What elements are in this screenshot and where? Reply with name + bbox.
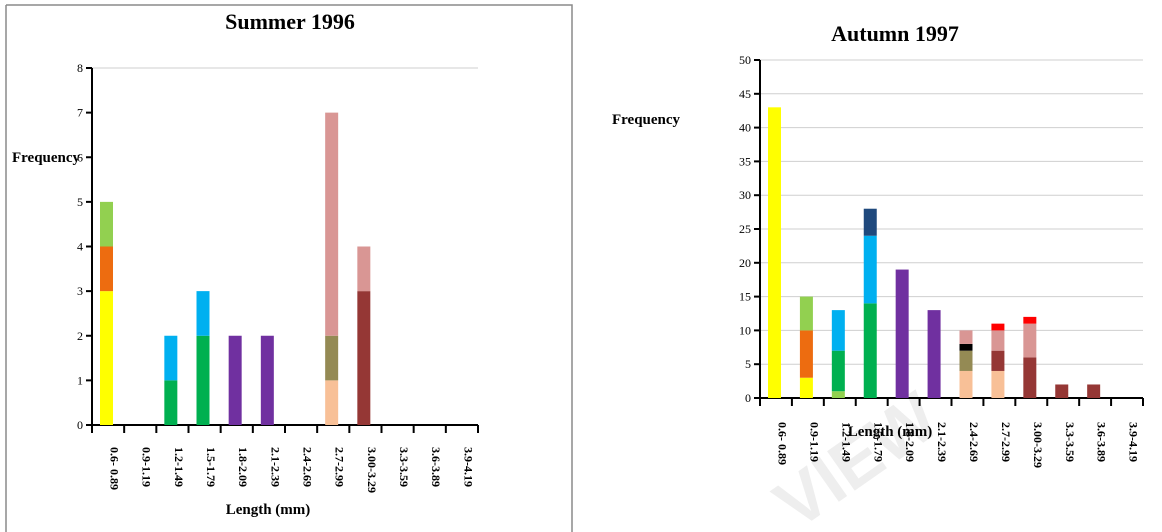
x-category-label: 2.4-2.69 [301,447,315,487]
bar-segment [228,335,242,425]
x-category-label: 0.9-1.19 [807,422,821,462]
y-axis-label: Frequency [612,112,681,128]
x-category-label: 1.8-2.09 [236,447,250,487]
y-tick-label: 15 [739,290,751,304]
y-tick-label: 6 [77,150,83,164]
y-tick-label: 10 [739,323,751,337]
x-category-label: 3.00-3.29 [1031,422,1045,468]
x-category-label: 3.9-4.19 [461,447,475,487]
bar-segment [357,246,371,292]
y-tick-label: 0 [77,418,83,432]
y-tick-label: 5 [77,195,83,209]
bar-segment [799,296,813,331]
y-tick-label: 50 [739,53,751,67]
y-tick-label: 30 [739,188,751,202]
bar-segment [325,335,339,381]
y-tick-label: 8 [77,61,83,75]
x-category-label: 1.5-1.79 [204,447,218,487]
x-category-label: 3.6-3.89 [1095,422,1109,462]
x-category-label: 2.1-2.39 [268,447,282,487]
bar-segment [357,291,371,425]
bar-segment [991,350,1005,371]
chart-autumn-1997: Autumn 1997 Frequency Length (mm) 0 5 10 15… [612,21,1144,468]
x-category-label: 2.7-2.99 [333,447,347,487]
x-category-label: 0.9-1.19 [140,447,154,487]
plot-area: 0 1 2 3 4 5 6 7 8 0.6- 0.89 0.9-1.19 1.2-1.49 1.5-1.… [77,61,479,493]
chart-frame [5,4,573,532]
bar-segment [895,269,909,398]
y-axis-label: Frequency [12,150,81,166]
bar-segment [1087,384,1101,398]
bar-segment [100,291,113,425]
bar-segment [325,112,339,336]
y-tick-label: 0 [745,391,751,405]
bar-segment [863,303,877,398]
bar-segment [831,310,845,351]
x-category-label: 1.8-2.09 [903,422,917,462]
bar-segment [196,291,210,336]
x-category-label: 0.6- 0.89 [776,422,790,465]
y-tick-label: 40 [739,121,751,135]
y-tick-label: 25 [739,222,751,236]
bar-segment [1023,357,1037,398]
bar-segment [959,343,973,351]
bar-segment [991,370,1005,398]
chart-title: Autumn 1997 [831,21,959,46]
x-category-label: 1.2-1.49 [839,422,853,462]
bar-segment [164,380,178,425]
x-category-label: 2.1-2.39 [935,422,949,462]
y-tick-label: 2 [77,329,83,343]
y-tick-label: 45 [739,87,751,101]
bar-segment [991,323,1005,331]
x-category-label: 3.00-3.29 [365,447,379,493]
bar-segment [863,208,877,236]
x-category-label: 2.4-2.69 [967,422,981,462]
y-tick-label: 3 [77,284,83,298]
bar-segment [260,335,274,425]
bar-segment [959,370,973,398]
bar-segment [959,350,973,371]
chart-summer-1996: Summer 1996 Frequency Length (mm) 0 1 2 3 4 5… [5,4,573,532]
bar-segment [1023,316,1037,324]
x-category-label: 2.7-2.99 [999,422,1013,462]
x-category-label: 3.6-3.89 [429,447,443,487]
x-category-label: 3.9-4.19 [1127,422,1141,462]
x-axis-label: Length (mm) [226,502,311,518]
x-category-label: 0.6- 0.89 [108,447,122,490]
bar-segment [325,380,339,425]
bar-segment [863,235,877,304]
x-axis-label: Length (mm) [848,424,933,440]
x-category-label: 1.5-1.79 [871,422,885,462]
y-tick-label: 1 [77,373,83,387]
bar-segment [1023,323,1037,358]
chart-title: Summer 1996 [225,9,355,34]
bar-segment [991,330,1005,351]
bar-segment [831,350,845,392]
bar-segment [100,201,113,247]
y-tick-label: 4 [77,240,83,254]
y-tick-label: 35 [739,154,751,168]
bar-segment [100,246,113,292]
x-category-label: 1.2-1.49 [172,447,186,487]
plot-area: 0 5 10 15 20 25 30 35 40 45 50 0.6- 0.89 0.9-1.19 1.2… [739,53,1144,468]
bar-segment [196,335,210,425]
y-tick-label: 7 [77,106,83,120]
y-tick-label: 5 [745,357,751,371]
x-category-label: 3.3-3.59 [397,447,411,487]
bar-segment [959,330,973,344]
bar-segment [1055,384,1069,398]
bar-segment [768,107,781,398]
bar-segment [799,330,813,378]
x-category-label: 3.3-3.59 [1063,422,1077,462]
y-tick-label: 20 [739,256,751,270]
bar-segment [164,335,178,381]
bar-segment [831,391,845,398]
bar-segment [927,310,941,398]
bar-segment [799,377,813,398]
